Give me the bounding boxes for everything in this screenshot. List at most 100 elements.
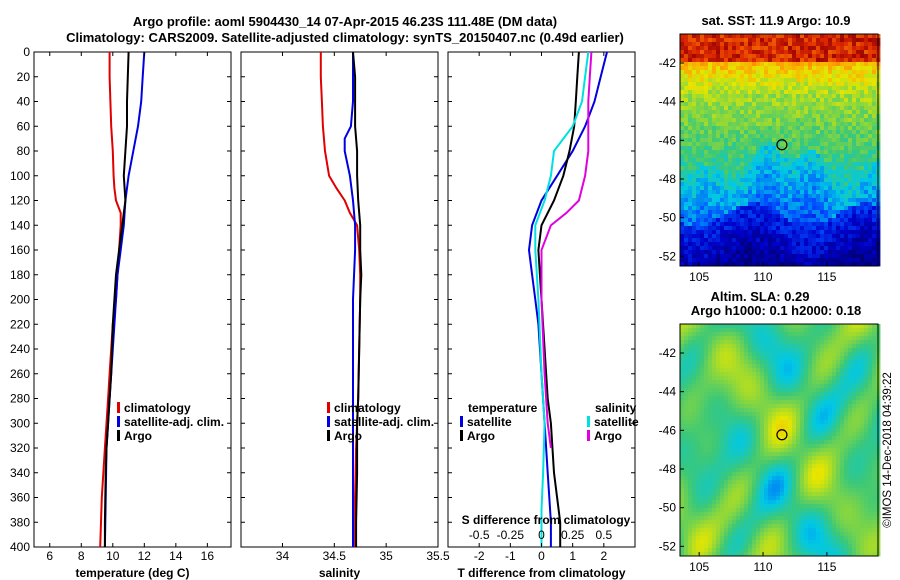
sla_map-cell bbox=[848, 396, 853, 401]
sla_map-cell bbox=[720, 400, 725, 405]
sla_map-cell bbox=[688, 376, 693, 381]
sla_map-cell bbox=[776, 356, 781, 361]
sst_map-cell bbox=[684, 226, 689, 231]
sst_map-cell bbox=[724, 78, 729, 83]
sst_map-cell bbox=[860, 38, 865, 43]
sst_map-cell bbox=[720, 190, 725, 195]
sst_map-cell bbox=[716, 102, 721, 107]
sla_map-cell bbox=[792, 468, 797, 473]
sst_map-cell bbox=[860, 122, 865, 127]
sla_map-cell bbox=[820, 364, 825, 369]
sst_map-cell bbox=[712, 182, 717, 187]
sla_map-cell bbox=[716, 432, 721, 437]
sst_map-cell bbox=[696, 214, 701, 219]
sst_map-cell bbox=[832, 138, 837, 143]
sst_map-cell bbox=[780, 190, 785, 195]
sst_map-cell bbox=[856, 174, 861, 179]
sst_map-cell bbox=[748, 102, 753, 107]
sst_map-cell bbox=[692, 238, 697, 243]
sst_map-cell bbox=[776, 82, 781, 87]
sla_map-cell bbox=[864, 376, 869, 381]
sla_map-cell bbox=[796, 356, 801, 361]
sst_map-cell bbox=[856, 170, 861, 175]
sst_map-cell bbox=[768, 214, 773, 219]
difference-xtick-label: 0 bbox=[538, 549, 545, 563]
sla_map-cell bbox=[692, 448, 697, 453]
sla_map-cell bbox=[852, 404, 857, 409]
sst_map-cell bbox=[796, 254, 801, 259]
sla_map-cell bbox=[816, 436, 821, 441]
sst_map-cell bbox=[768, 242, 773, 247]
sla_map-cell bbox=[776, 432, 781, 437]
sst_map-cell bbox=[704, 142, 709, 147]
sst_map-cell bbox=[784, 82, 789, 87]
sla_map-cell bbox=[872, 352, 877, 357]
sst_map-cell bbox=[692, 158, 697, 163]
sst_map-cell bbox=[872, 190, 877, 195]
sst_map-cell bbox=[868, 226, 873, 231]
sst_map-cell bbox=[812, 54, 817, 59]
sla_map-cell bbox=[868, 364, 873, 369]
sla_map-cell bbox=[720, 404, 725, 409]
sla_map-cell bbox=[684, 376, 689, 381]
sst_map-cell bbox=[816, 202, 821, 207]
sla_map-cell bbox=[780, 452, 785, 457]
sla_map-cell bbox=[852, 400, 857, 405]
sla_map-cell bbox=[828, 340, 833, 345]
sst_map-cell bbox=[800, 226, 805, 231]
sst_map-cell bbox=[736, 42, 741, 47]
sst_map-cell bbox=[724, 74, 729, 79]
sst_map-cell bbox=[764, 186, 769, 191]
sst_map-cell bbox=[752, 138, 757, 143]
sst_map-cell bbox=[772, 158, 777, 163]
sst_map-cell bbox=[696, 54, 701, 59]
sst_map-cell bbox=[708, 226, 713, 231]
sst_map-cell bbox=[800, 142, 805, 147]
sst_map-cell bbox=[824, 34, 829, 39]
sla_map-cell bbox=[820, 388, 825, 393]
sst_map-cell bbox=[860, 118, 865, 123]
sst_map-cell bbox=[684, 190, 689, 195]
sst_map-cell bbox=[764, 206, 769, 211]
sla_map-cell bbox=[780, 364, 785, 369]
sla_map-cell bbox=[836, 396, 841, 401]
sla_map-cell bbox=[856, 332, 861, 337]
sla_map-cell bbox=[860, 460, 865, 465]
sst_map-cell bbox=[812, 214, 817, 219]
sla_map-cell bbox=[716, 416, 721, 421]
sst_map-cell bbox=[716, 226, 721, 231]
sst_map-cell bbox=[684, 98, 689, 103]
sst_map-cell bbox=[836, 238, 841, 243]
sst_map-cell bbox=[732, 130, 737, 135]
sst_map-cell bbox=[720, 166, 725, 171]
sla_map-cell bbox=[724, 380, 729, 385]
sst_map-cell bbox=[700, 154, 705, 159]
sst_map-cell bbox=[700, 182, 705, 187]
sla_map-cell bbox=[732, 376, 737, 381]
sla_map-cell bbox=[872, 344, 877, 349]
sst_map-cell bbox=[796, 134, 801, 139]
sst_map-cell bbox=[860, 82, 865, 87]
sla_map-cell bbox=[764, 324, 769, 329]
sst_map-cell bbox=[800, 122, 805, 127]
sst_map-cell bbox=[864, 102, 869, 107]
sst_map-cell bbox=[796, 138, 801, 143]
sst_map-cell bbox=[688, 182, 693, 187]
sst_map-cell bbox=[824, 90, 829, 95]
sla_map-cell bbox=[736, 380, 741, 385]
sst_map-cell bbox=[832, 210, 837, 215]
sst_map-cell bbox=[808, 82, 813, 87]
sst_map-cell bbox=[740, 70, 745, 75]
sst_map-cell bbox=[852, 90, 857, 95]
depth-tick-label: 100 bbox=[10, 169, 30, 183]
sla_map-cell bbox=[808, 460, 813, 465]
sla_map-cell bbox=[784, 412, 789, 417]
sst_map-cell bbox=[856, 254, 861, 259]
sst_map-cell bbox=[804, 182, 809, 187]
sla_map-cell bbox=[776, 336, 781, 341]
sla_map-cell bbox=[764, 400, 769, 405]
sst_map-cell bbox=[812, 258, 817, 263]
sst_map-cell bbox=[800, 162, 805, 167]
sst_map-cell bbox=[700, 114, 705, 119]
